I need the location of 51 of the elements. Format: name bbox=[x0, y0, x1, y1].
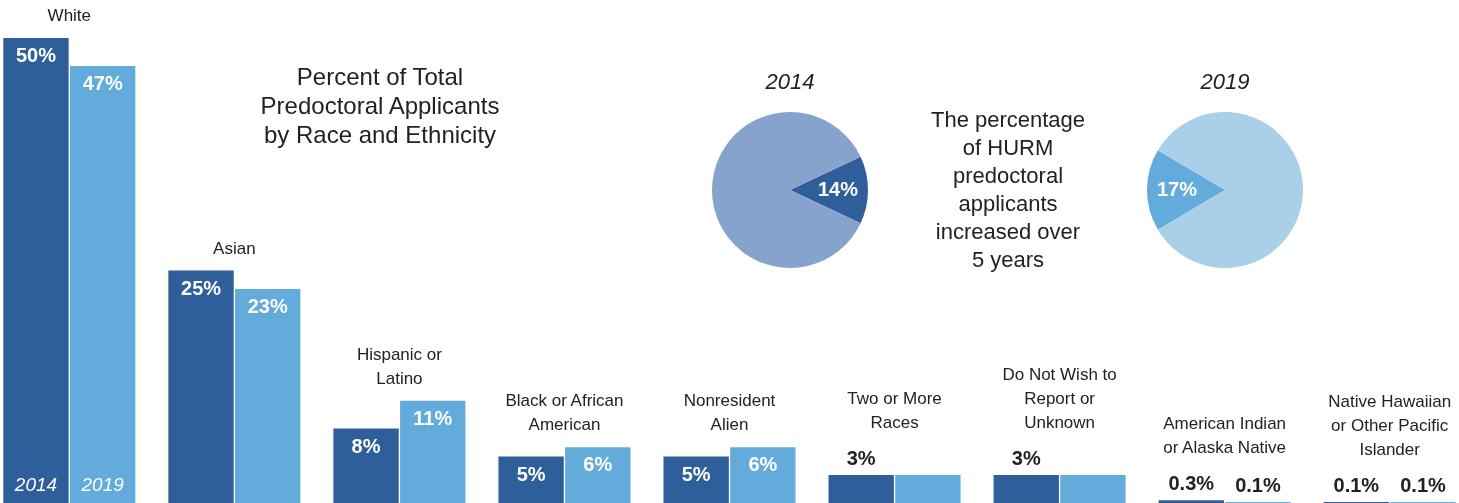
bar bbox=[400, 400, 466, 503]
data-label: 6% bbox=[748, 453, 778, 476]
bar bbox=[730, 447, 796, 503]
data-label: 0.1% bbox=[1333, 474, 1380, 497]
bar bbox=[895, 475, 961, 503]
bar bbox=[993, 475, 1059, 503]
x-tick-label: Black or African American bbox=[505, 391, 624, 435]
series-label: 2019 bbox=[80, 474, 125, 495]
chart-title: 2019 bbox=[1199, 69, 1250, 94]
x-tick-label: White bbox=[47, 6, 92, 25]
data-label: 14% bbox=[817, 178, 859, 200]
data-label: 17% bbox=[1156, 178, 1198, 200]
x-tick-label: Do Not Wish to Report or Unknown bbox=[1002, 365, 1117, 433]
pie-slice bbox=[712, 112, 861, 268]
data-label: 11% bbox=[413, 406, 453, 429]
bar bbox=[69, 65, 136, 503]
annotation: The percentage of HURM predoctoral applicants increased over 5 years bbox=[930, 107, 1086, 272]
bar bbox=[1158, 500, 1224, 503]
x-tick-label: Asian bbox=[213, 238, 256, 258]
data-label: 47% bbox=[82, 71, 123, 94]
data-label: 0.1% bbox=[1235, 474, 1281, 497]
bar bbox=[663, 456, 729, 503]
data-label: 8% bbox=[351, 434, 381, 457]
bar bbox=[1060, 475, 1126, 503]
x-tick-label: Hispanic or Latino bbox=[356, 344, 443, 388]
bar bbox=[565, 447, 631, 503]
data-label: 6% bbox=[583, 453, 613, 476]
data-label: 3% bbox=[1011, 447, 1041, 470]
bar bbox=[828, 475, 894, 503]
data-label: 25% bbox=[181, 276, 222, 299]
data-label: 50% bbox=[15, 44, 57, 66]
bar bbox=[168, 270, 234, 503]
series-label: 2014 bbox=[13, 474, 58, 495]
bar bbox=[333, 428, 399, 503]
x-tick-label: American Indian or Alaska Native bbox=[1163, 414, 1287, 458]
chart-title: 2014 bbox=[764, 69, 815, 94]
bar bbox=[3, 38, 69, 503]
bar bbox=[235, 289, 301, 503]
bar bbox=[498, 456, 564, 503]
x-tick-label: Nonresident Alien bbox=[683, 391, 776, 435]
text: Percent of Total Predoctoral Applicants by Race and Ethnicity bbox=[260, 63, 500, 148]
data-label: 0.3% bbox=[1168, 472, 1215, 495]
pie-slice bbox=[1157, 112, 1303, 268]
x-tick-label: Two or More Races bbox=[847, 389, 942, 433]
data-label: 23% bbox=[247, 295, 288, 318]
x-tick-label: Native Hawaiian or Other Pacific Islander bbox=[1328, 392, 1452, 460]
data-label: 0.1% bbox=[1400, 474, 1447, 497]
data-label: 5% bbox=[681, 462, 711, 485]
pie-slice bbox=[1147, 150, 1225, 230]
data-label: 5% bbox=[516, 462, 546, 485]
data-label: 3% bbox=[846, 447, 876, 470]
